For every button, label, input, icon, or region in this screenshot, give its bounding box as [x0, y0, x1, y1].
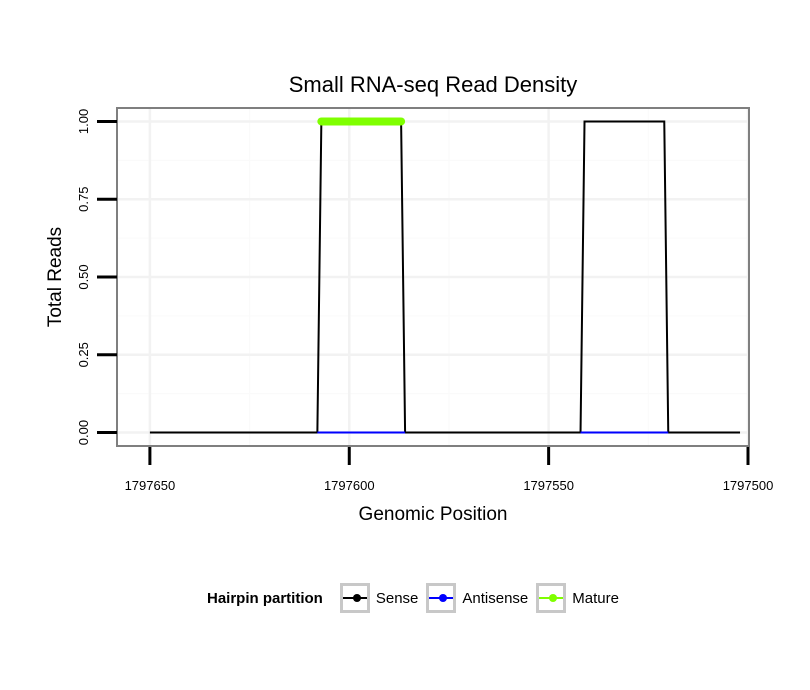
y-tick-label: 1.00 [76, 109, 91, 134]
y-tick-label: 0.00 [76, 420, 91, 445]
legend-label-mature: Mature [572, 589, 619, 607]
y-axis-label: Total Reads [45, 227, 66, 327]
x-tick-label: 1797500 [723, 478, 774, 493]
chart-title: Small RNA-seq Read Density [289, 72, 578, 97]
x-axis-label: Genomic Position [359, 504, 508, 525]
y-tick-label: 0.75 [76, 187, 91, 212]
legend-key-antisense [426, 583, 457, 613]
y-tick-label: 0.25 [76, 342, 91, 367]
series-layer [149, 117, 741, 434]
sense-series-line [149, 120, 741, 434]
legend-key-mature [536, 583, 567, 613]
x-tick-label: 1797550 [523, 478, 574, 493]
legend-dot-sense [352, 594, 361, 602]
x-tick-label: 1797600 [324, 478, 375, 493]
axes: 0.00 0.25 0.50 0.75 1.00 1797650 1797600 179755… [76, 109, 773, 493]
x-tick-label: 1797650 [125, 478, 176, 493]
legend-dot-mature [549, 594, 558, 602]
legend-dot-antisense [439, 594, 448, 602]
grid [118, 109, 750, 445]
legend-label-antisense: Antisense [462, 589, 529, 607]
legend-key-sense [339, 583, 370, 613]
legend: Hairpin partition Sense Antisense Mature [207, 581, 627, 615]
legend-title: Hairpin partition [207, 589, 323, 607]
y-tick-label: 0.50 [76, 264, 91, 289]
legend-label-sense: Sense [375, 589, 419, 607]
